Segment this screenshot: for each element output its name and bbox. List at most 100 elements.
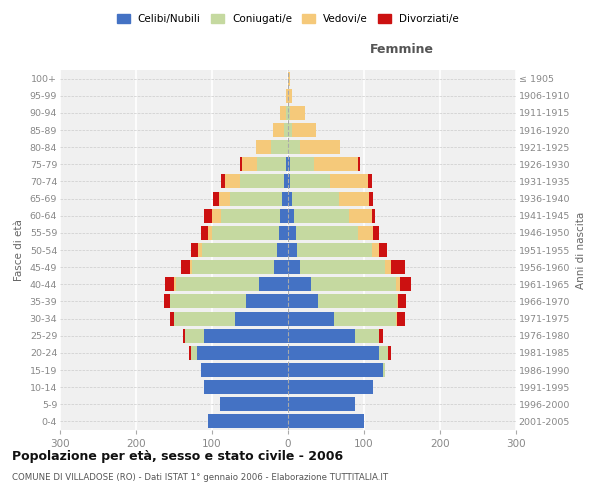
Bar bbox=[240, 174, 284, 188]
Bar bbox=[181, 260, 190, 274]
Bar bbox=[200, 226, 208, 240]
Bar bbox=[292, 123, 316, 137]
Bar bbox=[290, 174, 330, 188]
Bar bbox=[219, 192, 230, 205]
Bar bbox=[379, 346, 388, 360]
Bar bbox=[288, 294, 319, 308]
Text: Femmine: Femmine bbox=[370, 42, 434, 56]
Bar bbox=[290, 158, 314, 172]
Y-axis label: Fasce di età: Fasce di età bbox=[14, 219, 24, 281]
Bar bbox=[286, 158, 288, 172]
Bar bbox=[220, 398, 288, 411]
Bar bbox=[288, 158, 290, 172]
Bar bbox=[311, 278, 396, 291]
Bar bbox=[191, 243, 199, 257]
Bar bbox=[358, 226, 373, 240]
Bar bbox=[292, 192, 339, 205]
Bar bbox=[221, 208, 280, 222]
Bar bbox=[274, 260, 288, 274]
Bar bbox=[379, 243, 387, 257]
Text: COMUNE DI VILLADOSE (RO) - Dati ISTAT 1° gennaio 2006 - Elaborazione TUTTITALIA.: COMUNE DI VILLADOSE (RO) - Dati ISTAT 1°… bbox=[12, 472, 388, 482]
Bar bbox=[273, 123, 284, 137]
Bar bbox=[205, 328, 288, 342]
Bar bbox=[165, 278, 174, 291]
Bar bbox=[288, 363, 383, 377]
Bar bbox=[300, 140, 340, 154]
Bar bbox=[240, 158, 242, 172]
Bar bbox=[288, 414, 364, 428]
Bar bbox=[280, 208, 288, 222]
Bar bbox=[288, 278, 311, 291]
Bar bbox=[314, 158, 358, 172]
Bar bbox=[200, 363, 288, 377]
Bar bbox=[339, 192, 370, 205]
Bar bbox=[396, 278, 400, 291]
Bar bbox=[288, 398, 355, 411]
Bar bbox=[288, 328, 355, 342]
Bar bbox=[371, 208, 376, 222]
Bar bbox=[205, 380, 288, 394]
Bar bbox=[183, 328, 185, 342]
Bar bbox=[174, 278, 176, 291]
Bar bbox=[288, 346, 379, 360]
Bar bbox=[189, 346, 191, 360]
Bar bbox=[212, 226, 279, 240]
Bar bbox=[246, 294, 288, 308]
Bar bbox=[208, 226, 212, 240]
Bar bbox=[288, 312, 334, 326]
Bar bbox=[334, 312, 396, 326]
Bar bbox=[284, 174, 288, 188]
Bar bbox=[388, 346, 391, 360]
Bar bbox=[170, 294, 246, 308]
Bar bbox=[280, 106, 286, 120]
Bar bbox=[288, 174, 290, 188]
Bar bbox=[256, 140, 271, 154]
Bar bbox=[221, 174, 225, 188]
Bar bbox=[355, 328, 379, 342]
Bar bbox=[208, 414, 288, 428]
Bar bbox=[277, 243, 288, 257]
Bar bbox=[213, 192, 219, 205]
Bar bbox=[197, 346, 288, 360]
Bar bbox=[191, 346, 197, 360]
Bar bbox=[176, 278, 259, 291]
Bar bbox=[330, 174, 368, 188]
Bar bbox=[290, 106, 305, 120]
Bar bbox=[398, 294, 406, 308]
Bar bbox=[349, 208, 371, 222]
Bar bbox=[368, 174, 371, 188]
Bar bbox=[170, 312, 174, 326]
Bar bbox=[288, 72, 290, 86]
Bar bbox=[373, 226, 379, 240]
Bar bbox=[288, 140, 300, 154]
Bar bbox=[242, 158, 257, 172]
Bar bbox=[286, 88, 288, 102]
Bar bbox=[202, 243, 277, 257]
Bar bbox=[397, 294, 398, 308]
Bar bbox=[259, 278, 288, 291]
Bar bbox=[284, 123, 288, 137]
Bar bbox=[379, 328, 383, 342]
Legend: Celibi/Nubili, Coniugati/e, Vedovi/e, Divorziati/e: Celibi/Nubili, Coniugati/e, Vedovi/e, Di… bbox=[113, 10, 463, 29]
Bar bbox=[225, 174, 240, 188]
Bar bbox=[294, 208, 349, 222]
Bar bbox=[288, 243, 297, 257]
Bar bbox=[288, 226, 296, 240]
Bar bbox=[288, 88, 292, 102]
Bar bbox=[286, 106, 288, 120]
Bar bbox=[282, 192, 288, 205]
Bar bbox=[174, 312, 235, 326]
Bar bbox=[235, 312, 288, 326]
Bar bbox=[358, 158, 360, 172]
Bar bbox=[288, 260, 300, 274]
Bar bbox=[212, 208, 221, 222]
Bar bbox=[370, 192, 373, 205]
Bar bbox=[288, 123, 292, 137]
Bar bbox=[185, 328, 205, 342]
Text: Popolazione per età, sesso e stato civile - 2006: Popolazione per età, sesso e stato civil… bbox=[12, 450, 343, 463]
Bar bbox=[288, 380, 373, 394]
Bar bbox=[205, 208, 212, 222]
Bar bbox=[296, 226, 358, 240]
Bar bbox=[383, 363, 385, 377]
Bar bbox=[271, 140, 288, 154]
